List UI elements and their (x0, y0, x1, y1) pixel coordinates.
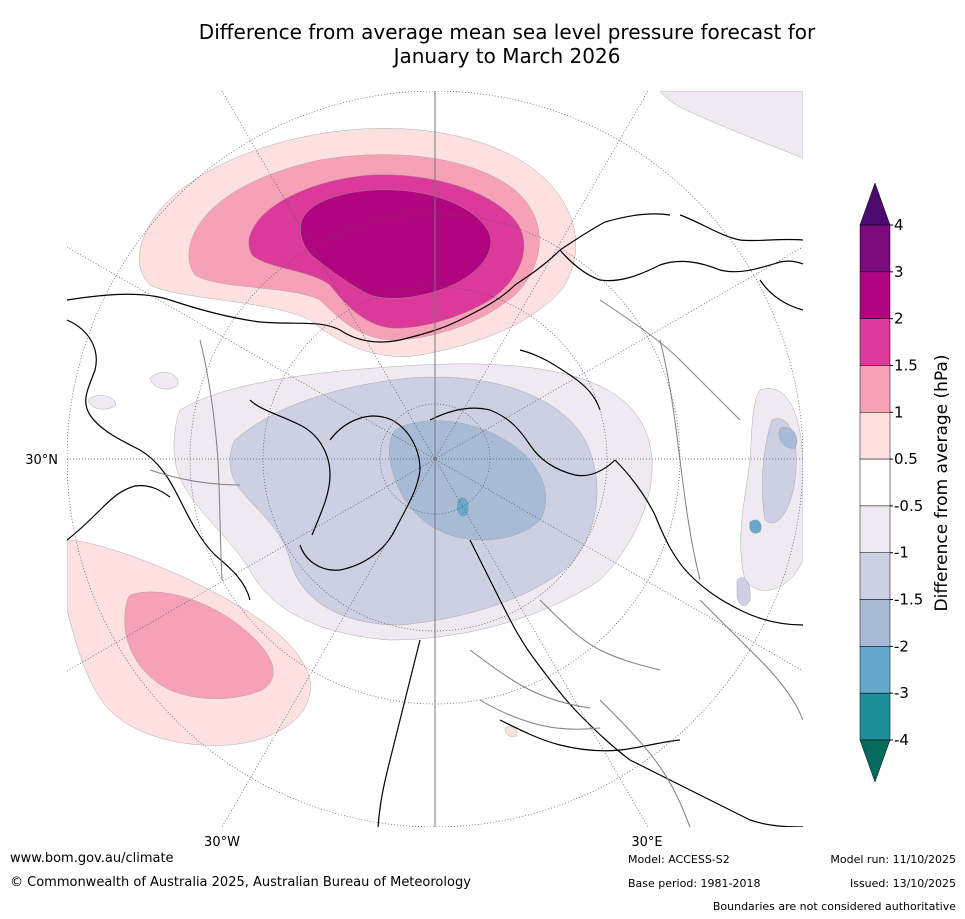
colorbar-tick-label: -0.5 (894, 497, 923, 515)
colorbar-tick-label: -3 (894, 684, 909, 702)
map-panel (67, 91, 803, 827)
colorbar-tick-label: -4 (894, 731, 909, 749)
title-line-2: January to March 2026 (393, 44, 621, 68)
footer-disclaimer: Boundaries are not considered authoritat… (712, 900, 956, 913)
map-title: Difference from average mean sea level p… (0, 20, 965, 68)
footer-model: Model: ACCESS-S2 (628, 853, 730, 866)
anomaly-region-positive-2-core (304, 196, 489, 287)
colorbar-extend-top (859, 182, 891, 226)
anomaly-region-weak-negative-small (149, 372, 179, 390)
colorbar-tick-label: -1 (894, 544, 909, 562)
footer-base-period: Base period: 1981-2018 (628, 877, 761, 890)
lat-label-30n: 30°N (25, 453, 58, 468)
colorbar-swatch-c2_3 (859, 271, 891, 319)
title-line-1: Difference from average mean sea level p… (198, 20, 816, 44)
anomaly-region-negative-1-5 (389, 420, 546, 541)
colorbar-extend-bottom (859, 739, 891, 783)
colorbar: 4 3 2 1.5 1 0.5 -0.5 -1 -1.5 -2 -3 -4 (859, 182, 923, 783)
colorbar-tick-label: 1.5 (894, 356, 918, 374)
lon-label-30w: 30°W (204, 835, 240, 850)
anomaly-region-negative-1-5-east (778, 427, 798, 449)
colorbar-tick-label: -1.5 (894, 591, 923, 609)
colorbar-swatch-m05_1 (859, 505, 891, 553)
colorbar-tick-label: 0.5 (894, 450, 918, 468)
anomaly-region-negative-1-asia (736, 577, 751, 606)
colorbar-swatch-c05_1 (859, 412, 891, 460)
colorbar-swatch-m1_15 (859, 552, 891, 600)
country-borders (149, 299, 803, 827)
footer-website[interactable]: www.bom.gov.au/climate (10, 851, 174, 866)
anomaly-region-weak-positive-small (504, 726, 518, 738)
coastlines (67, 213, 803, 827)
anomaly-region-weak-negative-small-2 (87, 395, 117, 410)
colorbar-tick-label: 3 (894, 263, 904, 281)
footer-model-run: Model run: 11/10/2025 (830, 853, 956, 866)
anomaly-region-negative-2-east (749, 519, 762, 534)
colorbar-swatch-neutral (859, 458, 891, 507)
colorbar-swatch-m15_2 (859, 599, 891, 647)
colorbar-tick-label: 2 (894, 310, 904, 328)
colorbar-tick-label: 4 (894, 216, 904, 234)
colorbar-tick-label: 1 (894, 403, 904, 421)
colorbar-swatch-m3_4 (859, 692, 891, 741)
colorbar-swatch-c15_2 (859, 318, 891, 366)
footer-issued: Issued: 13/10/2025 (849, 877, 956, 890)
colorbar-swatch-c3_4 (859, 224, 891, 273)
anomaly-region-positive-1-atlantic (124, 591, 274, 699)
lon-label-30e: 30°E (631, 835, 662, 850)
colorbar-label: Difference from average (hPa) (932, 355, 952, 612)
footer-copyright: © Commonwealth of Australia 2025, Austra… (10, 875, 471, 890)
colorbar-swatch-c1_15 (859, 365, 891, 413)
colorbar-swatch-m2_3 (859, 646, 891, 694)
anomaly-region-weak-negative-pacific (659, 91, 803, 159)
colorbar-tick-label: -2 (894, 637, 909, 655)
